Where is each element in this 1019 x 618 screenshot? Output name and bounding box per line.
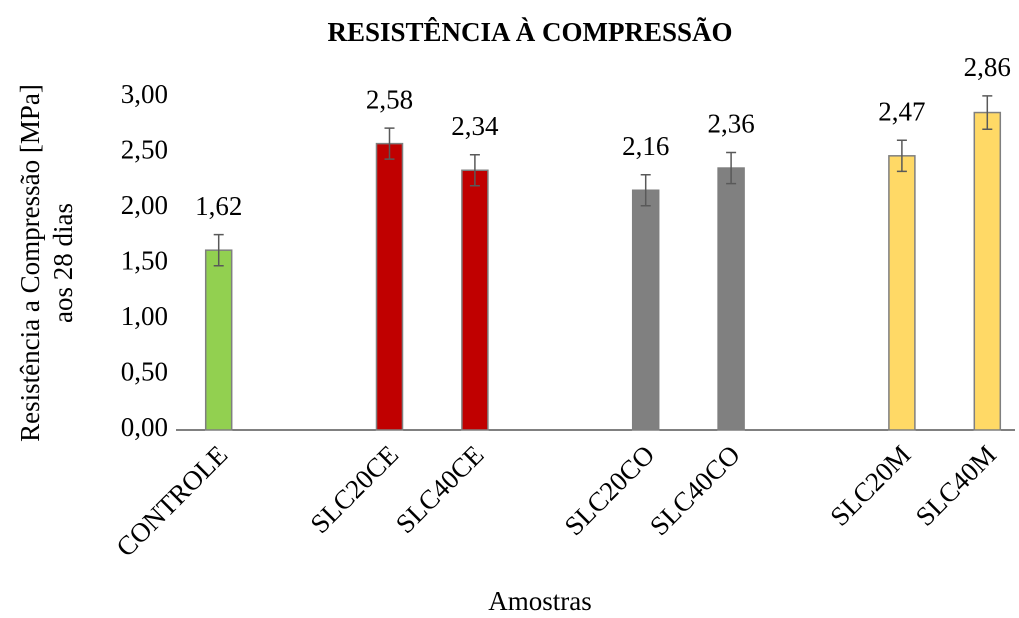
- x-tick-label: SLC40CO: [644, 439, 746, 541]
- x-tick-label: SLC20CO: [558, 439, 660, 541]
- value-label: 2,36: [707, 109, 754, 139]
- value-label: 2,47: [878, 96, 925, 126]
- value-label: 2,86: [964, 52, 1011, 82]
- bar: [375, 142, 404, 431]
- x-tick-label: SLC20M: [824, 439, 916, 531]
- bar: [717, 167, 745, 431]
- error-bar: [640, 173, 651, 207]
- error-bar: [896, 139, 907, 173]
- value-label: 2,34: [451, 111, 499, 141]
- y-axis-title: Resistência a Compressão [MPa]: [15, 84, 45, 442]
- y-tick-label: 1,00: [121, 301, 168, 331]
- error-bar: [469, 153, 480, 187]
- bar: [204, 249, 233, 431]
- y-tick-label: 0,00: [121, 412, 168, 442]
- y-tick-label: 2,50: [121, 135, 168, 165]
- value-label: 2,58: [366, 84, 413, 114]
- error-bar: [982, 95, 993, 130]
- y-tick-label: 1,50: [121, 246, 168, 276]
- value-label: 1,62: [195, 191, 242, 221]
- value-label: 2,16: [622, 131, 669, 161]
- error-bar: [213, 233, 224, 267]
- x-tick-label: SLC20CE: [304, 439, 404, 539]
- y-tick-label: 3,00: [121, 79, 168, 109]
- y-axis-title: aos 28 dias: [48, 203, 78, 323]
- chart-title: RESISTÊNCIA À COMPRESSÃO: [327, 17, 732, 47]
- x-tick-label: SLC40M: [910, 439, 1002, 531]
- x-tick-label: CONTROLE: [110, 439, 233, 562]
- y-tick-label: 0,50: [121, 357, 168, 387]
- bar: [888, 155, 916, 431]
- error-bar: [384, 127, 395, 160]
- bar: [461, 169, 489, 431]
- bar: [631, 189, 660, 431]
- error-bar: [726, 151, 737, 185]
- x-axis-title: Amostras: [488, 586, 592, 616]
- x-tick-label: SLC40CE: [390, 439, 490, 539]
- y-tick-label: 2,00: [121, 190, 168, 220]
- bar: [973, 111, 1002, 431]
